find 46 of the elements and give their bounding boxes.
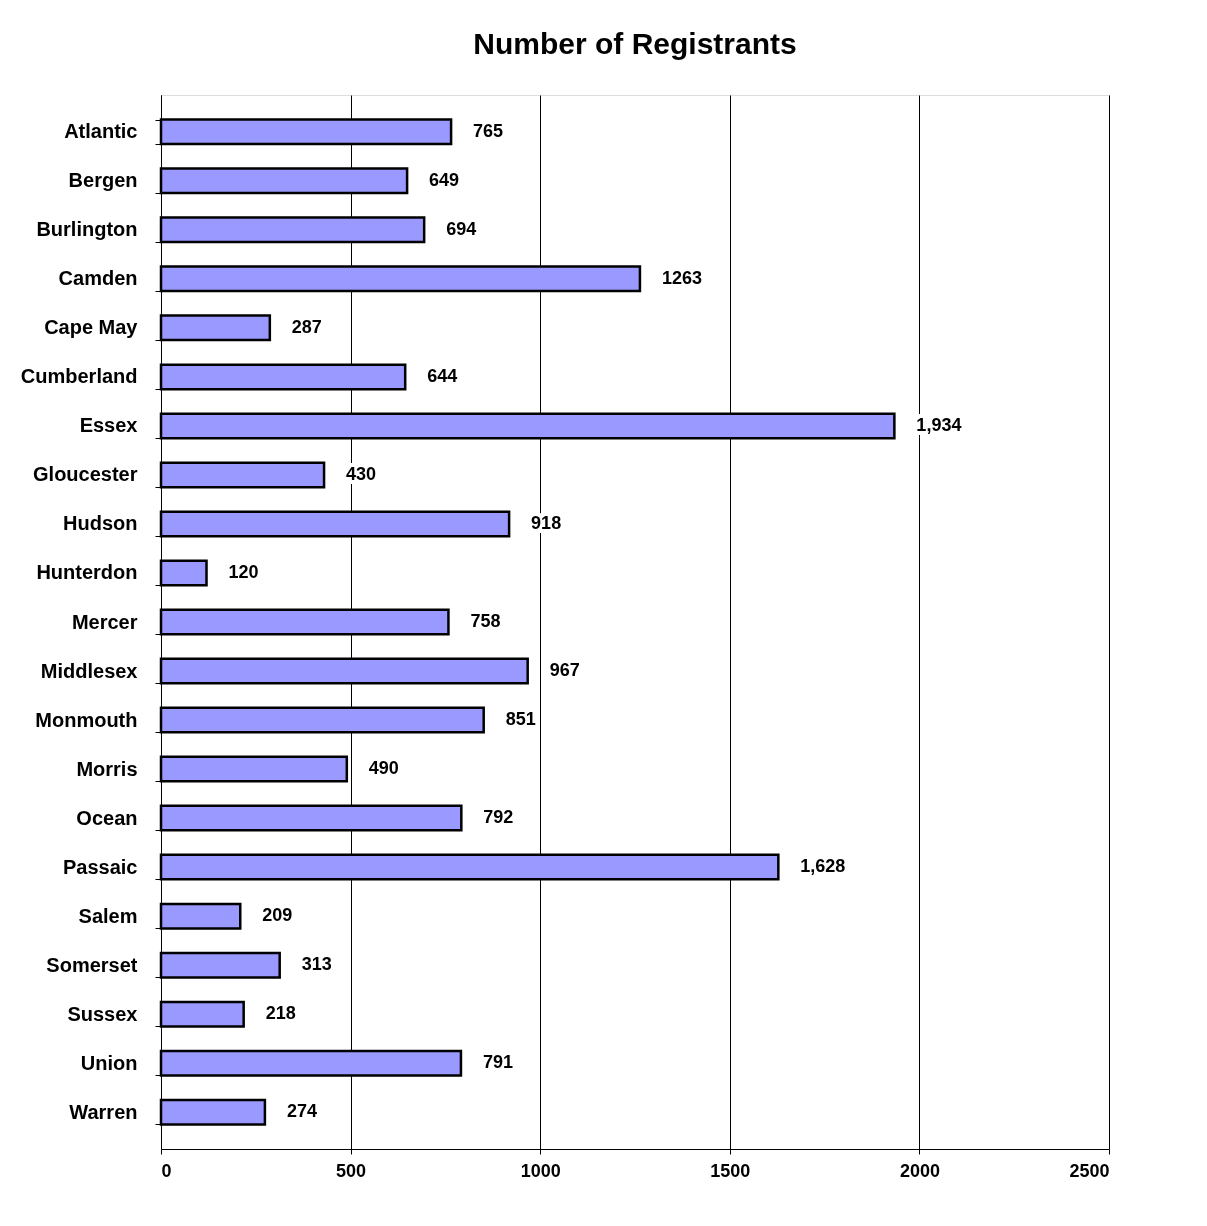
- y-tick-label: Camden: [58, 267, 138, 290]
- data-label: 758: [470, 611, 501, 631]
- x-tick-label: 0: [161, 1160, 172, 1181]
- y-tick-label: Atlantic: [64, 120, 138, 143]
- x-tick-label: 2500: [1069, 1160, 1110, 1181]
- y-tick-label: Warren: [69, 1100, 138, 1123]
- data-label: 967: [549, 660, 580, 681]
- data-label: 120: [228, 561, 259, 582]
- y-tick-label: Hudson: [63, 512, 138, 535]
- data-label: 313: [301, 954, 332, 975]
- data-label: 490: [368, 758, 399, 779]
- data-label: 765: [473, 120, 504, 141]
- y-tick-label: Somerset: [46, 953, 138, 976]
- data-label: 287: [291, 316, 322, 337]
- data-label: 644: [427, 365, 458, 386]
- data-label: 274: [286, 1101, 317, 1122]
- y-tick-label: Essex: [79, 414, 138, 437]
- y-tick-label: Middlesex: [40, 659, 138, 682]
- x-tick-label: 500: [336, 1160, 367, 1181]
- y-tick-label: Burlington: [36, 218, 138, 241]
- data-label: 1263: [661, 267, 702, 288]
- data-label: 791: [482, 1052, 513, 1073]
- y-tick-label: Salem: [78, 904, 138, 927]
- data-label: 851: [505, 709, 536, 730]
- data-label: 694: [446, 218, 477, 239]
- y-tick-label: Monmouth: [35, 708, 138, 731]
- y-tick-label: Gloucester: [33, 463, 138, 486]
- y-tick-label: Mercer: [71, 610, 138, 633]
- data-label: 1,628: [800, 856, 846, 877]
- y-tick-label: Passaic: [62, 855, 138, 878]
- y-tick-label: Sussex: [67, 1002, 138, 1025]
- chart-title: Number of Registrants: [473, 27, 797, 60]
- y-tick-label: Bergen: [68, 169, 138, 192]
- y-tick-label: Cumberland: [20, 365, 138, 388]
- y-tick-label: Union: [80, 1051, 138, 1074]
- data-label: 649: [429, 169, 460, 190]
- x-tick-label: 1500: [710, 1160, 751, 1181]
- y-tick-label: Hunterdon: [36, 561, 138, 584]
- x-tick-label: 1000: [520, 1160, 561, 1181]
- data-label: 792: [483, 807, 514, 828]
- y-tick-label: Ocean: [76, 806, 138, 829]
- y-tick-label: Morris: [76, 757, 138, 780]
- data-label: 218: [265, 1003, 296, 1024]
- data-label: 209: [262, 905, 293, 926]
- x-tick-label: 2000: [899, 1160, 940, 1181]
- y-tick-label: Cape May: [44, 316, 139, 339]
